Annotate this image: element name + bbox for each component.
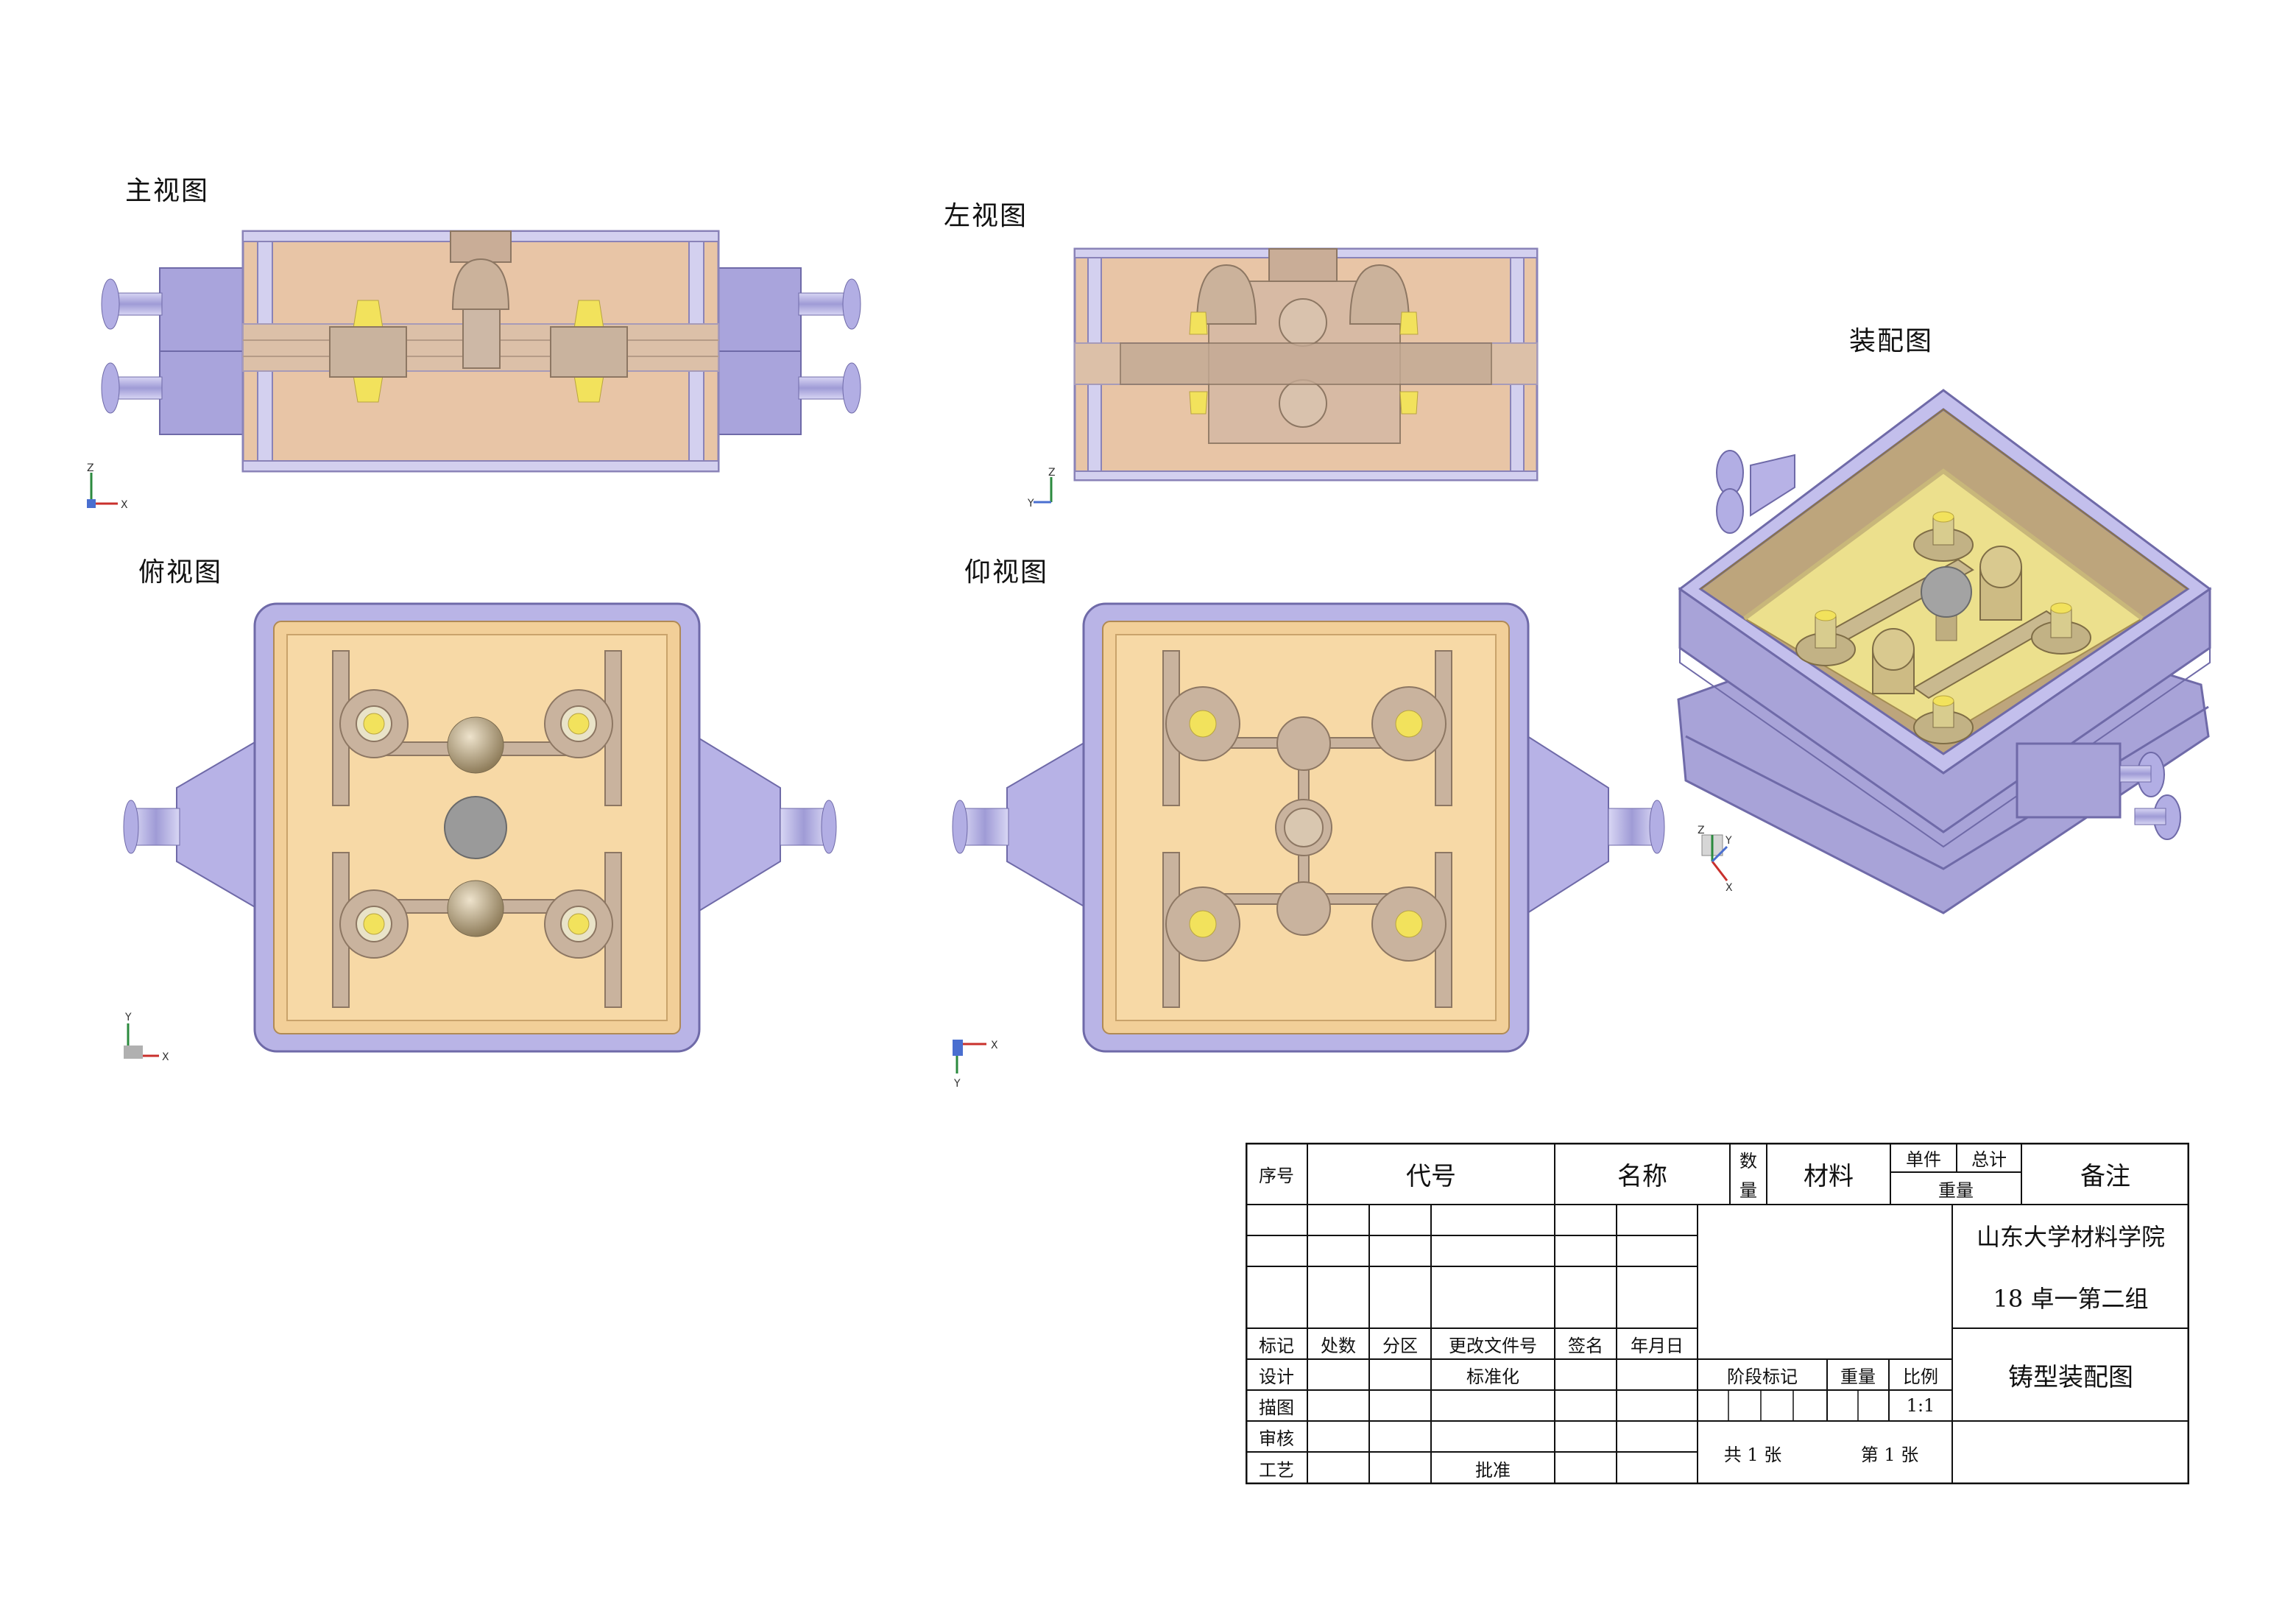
svg-text:Y: Y (124, 1012, 132, 1023)
role-process: 工艺 (1259, 1459, 1294, 1481)
svg-text:X: X (1725, 882, 1733, 894)
bottom-axis-triad: X Y (953, 1040, 998, 1090)
left-axis-triad: Z Y (1027, 467, 1056, 509)
header-code: 代号 (1406, 1161, 1456, 1191)
header-weight: 重量 (1938, 1180, 1974, 1201)
rev-date: 年月日 (1631, 1335, 1684, 1356)
stage-weight: 重量 (1840, 1366, 1876, 1387)
svg-text:Z: Z (1048, 467, 1056, 479)
bottom-view-label: 仰视图 (964, 557, 1049, 588)
sprue (451, 258, 510, 310)
rev-mark: 标记 (1259, 1335, 1294, 1356)
locating-pins (101, 278, 861, 414)
assembly-isometric (1677, 389, 2212, 914)
risers (1872, 546, 2022, 694)
sheet-number: 第 1 张 (1860, 1444, 1919, 1465)
header-material: 材料 (1804, 1161, 1854, 1191)
org-name: 山东大学材料学院 (1976, 1223, 2165, 1251)
svg-text:X: X (991, 1040, 998, 1051)
header-remark: 备注 (2080, 1161, 2130, 1191)
svg-text:X: X (121, 499, 128, 511)
top-view-label: 俯视图 (138, 557, 223, 588)
rev-count: 处数 (1321, 1335, 1356, 1356)
svg-text:X: X (162, 1051, 169, 1063)
svg-text:Z: Z (1698, 825, 1705, 836)
bottom-view (952, 602, 1665, 1053)
scale-value: 1:1 (1906, 1395, 1935, 1416)
left-view-label: 左视图 (944, 201, 1028, 231)
svg-text:Y: Y (1027, 498, 1034, 509)
core-prints (1795, 511, 2091, 744)
header-name: 名称 (1617, 1161, 1667, 1191)
front-view-label: 主视图 (125, 176, 210, 206)
rev-zone: 分区 (1382, 1335, 1418, 1356)
header-unit: 单件 (1906, 1149, 1941, 1170)
cores (329, 300, 628, 403)
iso-axis-triad: Z Y X (1698, 825, 1733, 894)
header-qty-2: 量 (1739, 1180, 1757, 1201)
header-total: 总计 (1971, 1149, 2007, 1170)
svg-text:Z: Z (87, 462, 94, 474)
title-block: 序号 代号 名称 数 量 材料 单件 总计 重量 备注 标记 处数 分区 更改文… (1246, 1143, 2189, 1484)
rev-sign: 签名 (1568, 1335, 1603, 1356)
top-view (123, 602, 837, 1053)
front-axis-triad: Z X (87, 462, 128, 511)
role-standard: 标准化 (1466, 1366, 1519, 1387)
stage-mark: 阶段标记 (1727, 1366, 1798, 1387)
group-name: 18 卓一第二组 (1993, 1285, 2149, 1313)
front-view (101, 230, 861, 473)
assembly-view-label: 装配图 (1849, 326, 1934, 356)
riser (447, 716, 504, 774)
header-qty-1: 数 (1739, 1150, 1757, 1171)
role-design: 设计 (1259, 1366, 1294, 1387)
svg-text:Y: Y (1725, 835, 1732, 847)
svg-text:Y: Y (953, 1078, 961, 1090)
top-axis-triad: Y X (124, 1012, 169, 1063)
rev-doc: 更改文件号 (1449, 1335, 1537, 1356)
sprue (444, 796, 507, 859)
role-draw: 描图 (1259, 1397, 1294, 1418)
drawing-title: 铸型装配图 (2008, 1362, 2133, 1392)
scale-label: 比例 (1903, 1366, 1938, 1387)
core-prints (363, 713, 590, 935)
riser (447, 880, 504, 937)
role-approve: 批准 (1475, 1459, 1511, 1481)
header-seq: 序号 (1259, 1165, 1294, 1186)
total-sheets: 共 1 张 (1723, 1444, 1782, 1465)
title-block-grid (1246, 1143, 2189, 1484)
sprue (1921, 566, 1972, 618)
role-check: 审核 (1259, 1428, 1294, 1449)
left-view (1073, 247, 1539, 482)
